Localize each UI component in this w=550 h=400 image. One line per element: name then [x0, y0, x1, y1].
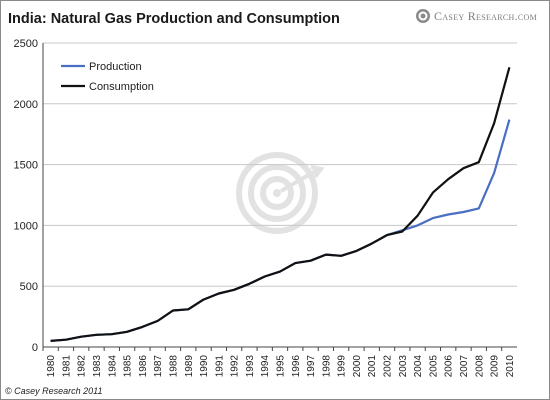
x-tick-label: 1981: [61, 355, 72, 378]
x-tick-label: 2008: [474, 355, 485, 378]
x-tick-label: 1988: [168, 355, 179, 378]
legend: Production Consumption: [61, 61, 154, 93]
y-tick-label: 2500: [14, 38, 38, 50]
series-lines: [50, 67, 511, 342]
x-tick-label: 1996: [291, 355, 302, 378]
x-tick-label: 1992: [230, 355, 241, 378]
y-tick-label: 500: [20, 281, 38, 293]
x-tick-label: 2003: [398, 355, 409, 378]
casey-research-logo-icon: [416, 9, 431, 23]
y-tick-label: 1000: [14, 220, 38, 232]
x-tick-labels: 1980 1981 1982 1983 1984 1985 1986 1987 1988 1989…: [46, 355, 516, 378]
x-tick-label: 1990: [199, 355, 210, 378]
chart-title: India: Natural Gas Production and Consum…: [8, 11, 340, 27]
brand-name: Casey Research.com: [434, 8, 537, 23]
watermark-target-icon: [236, 152, 325, 234]
y-tick-label: 2000: [14, 99, 38, 111]
x-tick-label: 2006: [444, 355, 455, 378]
x-tick-label: 1986: [138, 355, 149, 378]
x-tick-label: 1985: [123, 355, 134, 378]
x-tick-label: 2007: [459, 355, 470, 378]
x-tick-label: 1998: [321, 355, 332, 378]
x-tick-label: 1993: [245, 355, 256, 378]
legend-label: Production: [89, 61, 142, 73]
grid-lines: [43, 42, 517, 287]
x-tick-label: 2004: [413, 355, 424, 378]
x-tick-label: 2009: [490, 355, 501, 378]
y-tick-label: 0: [32, 342, 38, 354]
x-tick-label: 1994: [260, 355, 271, 378]
copyright-note: © Casey Research 2011: [5, 386, 103, 396]
x-tick-label: 1989: [184, 355, 195, 378]
y-tick-label: 1500: [14, 160, 38, 172]
x-tick-label: 1983: [92, 355, 103, 378]
x-tick-label: 2001: [367, 355, 378, 378]
x-tick-label: 2002: [383, 355, 394, 378]
x-tick-label: 1987: [153, 355, 164, 378]
axes: [42, 43, 517, 351]
y-tick-labels: 0 500 1000 1500 2000 2500: [14, 38, 38, 354]
x-tick-label: 2005: [428, 355, 439, 378]
x-tick-label: 1999: [337, 355, 348, 378]
x-tick-label: 1982: [77, 355, 88, 378]
x-tick-label: 1984: [107, 355, 118, 378]
series-line-consumption: [50, 67, 511, 342]
x-tick-label: 1997: [306, 355, 317, 378]
x-tick-label: 1995: [276, 355, 287, 378]
x-tick-label: 1980: [46, 355, 57, 378]
x-tick-label: 2000: [352, 355, 363, 378]
brand-logo: Casey Research.com: [415, 8, 537, 24]
x-tick-label: 1991: [214, 355, 225, 378]
legend-label: Consumption: [89, 81, 154, 93]
x-tick-label: 2010: [505, 355, 516, 378]
